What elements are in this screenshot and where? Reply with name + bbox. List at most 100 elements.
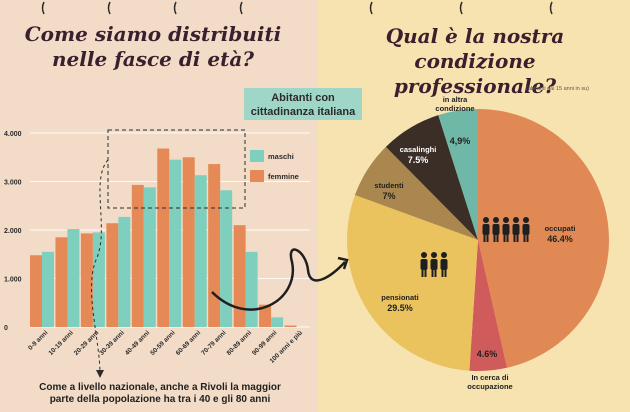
person-head — [523, 217, 529, 223]
bar-femmine — [259, 304, 272, 327]
pie-slice — [438, 109, 478, 240]
bar-maschi — [92, 232, 105, 327]
pie-value-label: 7.5% — [408, 155, 429, 165]
footnote-line1: Come a livello nazionale, anche a Rivoli… — [39, 382, 281, 393]
pie-value-label: 7% — [382, 191, 395, 201]
pie-value-label: 4.6% — [477, 349, 498, 359]
bar-maschi — [67, 229, 80, 327]
person-leg — [506, 235, 509, 242]
person-leg — [434, 270, 437, 277]
bar-maschi — [194, 175, 207, 327]
bar-femmine — [106, 223, 119, 327]
person-leg — [483, 235, 486, 242]
person-leg — [526, 235, 529, 242]
bar-maschi — [42, 251, 54, 327]
pie-value-label: 46.4% — [547, 234, 573, 244]
y-tick-label: 0 — [4, 325, 8, 332]
person-leg — [444, 270, 447, 277]
pie-slice — [354, 146, 478, 240]
y-tick-label: 3.000 — [4, 180, 22, 187]
person-leg — [431, 270, 434, 277]
person-body — [492, 224, 500, 235]
person-leg — [486, 235, 489, 242]
bar-femmine — [30, 255, 42, 327]
bar-maschi — [143, 187, 156, 327]
person-body — [482, 224, 490, 235]
person-body — [420, 259, 428, 270]
left-title-line1: Come siamo distribuiti — [24, 22, 282, 46]
y-tick-label: 2.000 — [4, 228, 22, 235]
y-tick-label: 4.000 — [4, 131, 22, 138]
pie-category-label: pensionati — [381, 293, 419, 302]
badge-line1: Abitanti con — [271, 92, 335, 104]
legend-label: femmine — [268, 172, 299, 181]
person-leg — [496, 235, 499, 242]
left-footnote: Come a livello nazionale, anche a Rivoli… — [10, 382, 310, 406]
footnote-line2: parte della popolazione ha tra i 40 e gl… — [49, 394, 271, 405]
bar-femmine — [55, 237, 68, 327]
pie-category-label: casalinghi — [400, 145, 437, 154]
pie-value-label: 29.5% — [387, 303, 413, 313]
bar-maschi — [169, 159, 182, 327]
person-head — [441, 252, 447, 258]
y-tick-label: 1.000 — [4, 277, 22, 284]
badge-line2: cittadinanza italiana — [250, 106, 356, 118]
pie-category-label: occupazione — [467, 382, 512, 391]
pie-value-label: 4,9% — [450, 136, 471, 146]
pie-slice — [469, 240, 508, 371]
curly-arrow — [211, 248, 346, 311]
person-head — [513, 217, 519, 223]
pie-category-label: occupati — [545, 224, 576, 233]
person-head — [421, 252, 427, 258]
right-title-line1: Qual è la nostra condizione — [385, 24, 565, 73]
bar-femmine — [233, 225, 246, 327]
person-leg — [513, 235, 516, 242]
pointer-arrowhead — [96, 370, 104, 378]
person-body — [430, 259, 438, 270]
bar-femmine — [284, 325, 297, 327]
bar-maschi — [118, 216, 131, 327]
pie-slice — [346, 195, 478, 371]
bar-maschi — [271, 317, 284, 327]
bar-femmine — [182, 157, 195, 327]
bar-femmine — [131, 184, 144, 327]
pie-slice — [385, 115, 478, 240]
person-head — [483, 217, 489, 223]
person-body — [522, 224, 530, 235]
bar-femmine — [80, 233, 93, 327]
pie-category-label: in altra — [443, 95, 468, 104]
person-leg — [516, 235, 519, 242]
person-body — [502, 224, 510, 235]
curly-arrow-head — [337, 256, 349, 270]
right-title-line2: professionale? — [393, 74, 557, 98]
workers-icon — [482, 217, 530, 242]
legend-swatch — [250, 150, 264, 162]
highlight-box — [107, 129, 246, 209]
pie-category-label: In cerca di — [471, 373, 508, 382]
person-leg — [523, 235, 526, 242]
person-head — [493, 217, 499, 223]
legend-label: maschi — [268, 152, 294, 161]
left-title-line2: nelle fasce di età? — [51, 47, 255, 71]
citizenship-badge: Abitanti con cittadinanza italiana — [244, 88, 362, 120]
bar-maschi — [245, 251, 258, 327]
left-title: Come siamo distribuiti nelle fasce di et… — [18, 22, 288, 72]
pie-category-label: studenti — [374, 181, 403, 190]
person-head — [503, 217, 509, 223]
legend-swatch — [250, 170, 264, 182]
bar-femmine — [157, 148, 170, 327]
person-head — [431, 252, 437, 258]
elderly-people-icon — [420, 252, 448, 277]
pie-subnote: (abitanti dai 15 anni in su) — [526, 86, 589, 92]
person-leg — [424, 270, 427, 277]
person-leg — [503, 235, 506, 242]
person-body — [512, 224, 520, 235]
